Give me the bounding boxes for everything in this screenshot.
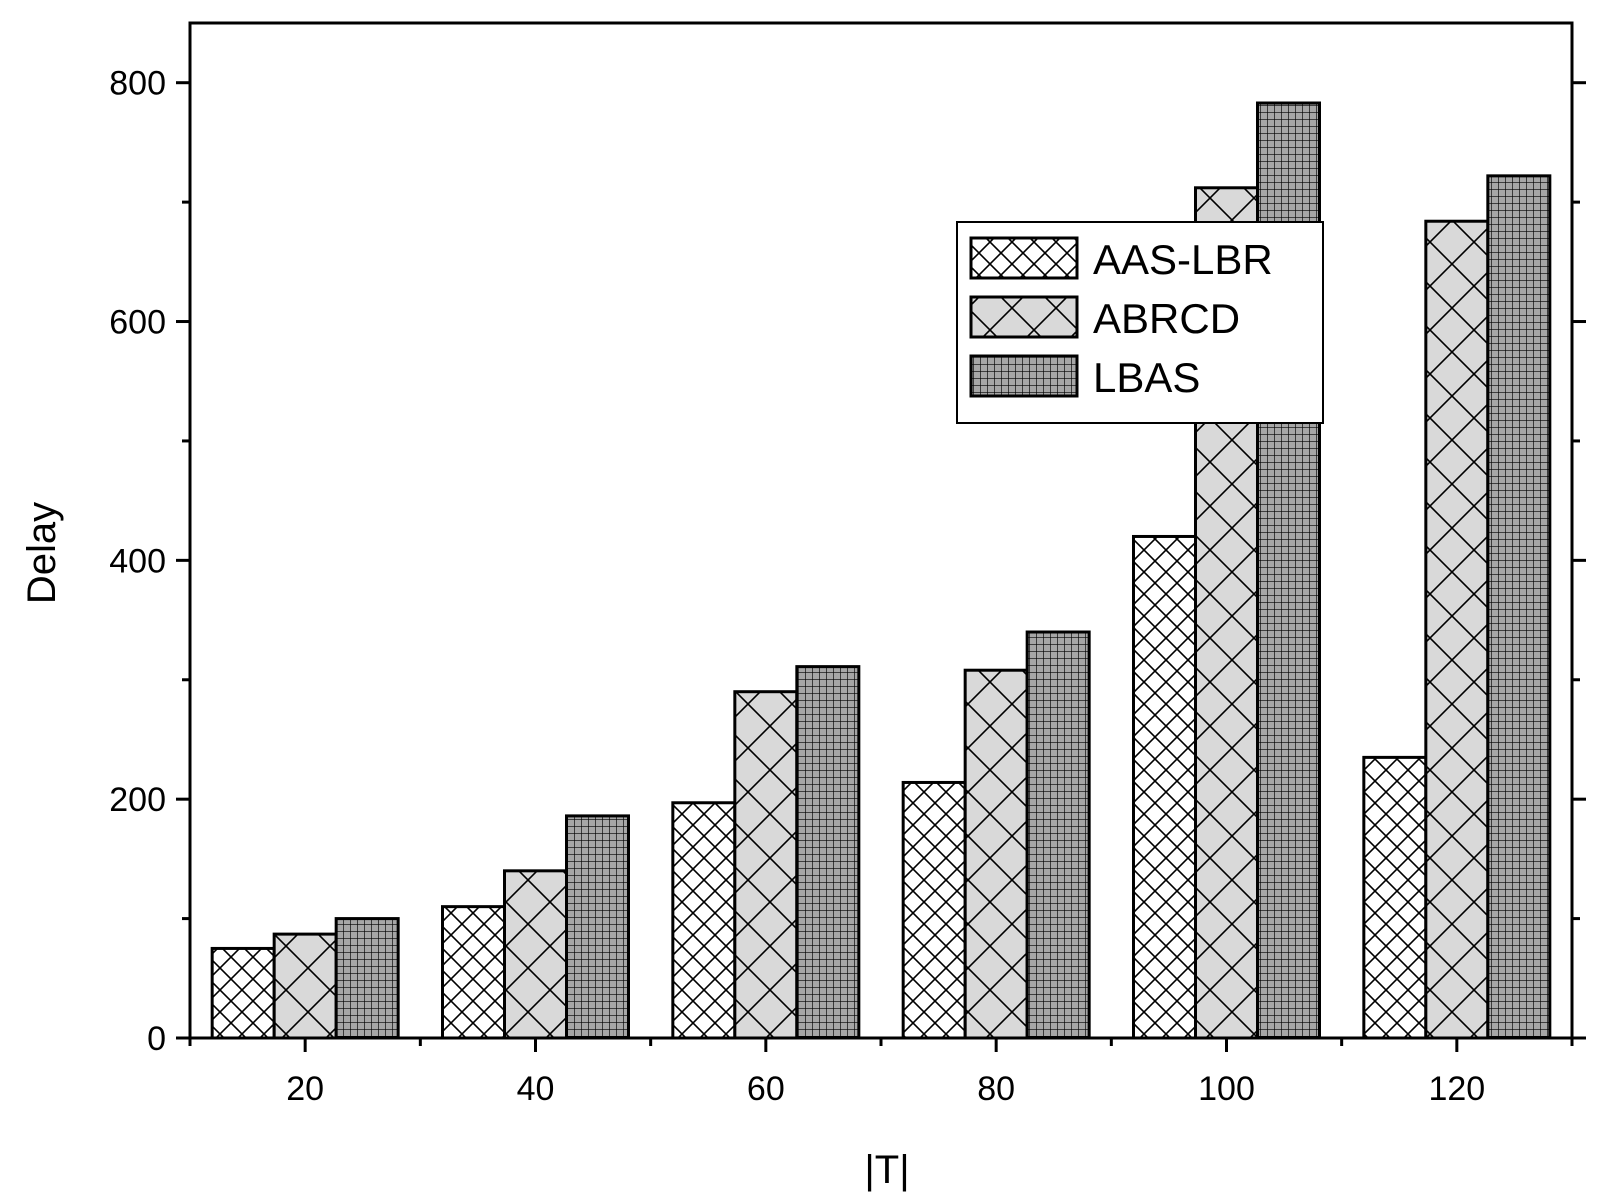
y-tick-label: 200 (109, 781, 166, 819)
bar-aas-lbr-60 (671, 801, 737, 1040)
bar-lbas-60 (795, 665, 861, 1040)
bars-layer (210, 101, 1552, 1040)
bar-lbas-80 (1025, 630, 1091, 1040)
bar-abrcd-40 (503, 869, 568, 1040)
legend-swatch-abrcd (969, 295, 1079, 339)
y-tick-label: 600 (109, 304, 166, 342)
bar-abrcd-120 (1424, 219, 1490, 1040)
legend-label: AAS-LBR (1093, 236, 1273, 283)
bar-aas-lbr-20 (210, 946, 276, 1040)
x-tick-label: 60 (747, 1070, 785, 1108)
bar-lbas-20 (334, 917, 400, 1040)
x-tick-label: 100 (1198, 1070, 1255, 1108)
x-tick-label: 80 (977, 1070, 1015, 1108)
bar-lbas-40 (565, 814, 630, 1040)
x-tick-label: 120 (1428, 1070, 1485, 1108)
bar-aas-lbr-40 (441, 905, 506, 1040)
bar-abrcd-60 (733, 690, 799, 1040)
legend-swatch-lbas (969, 354, 1079, 398)
y-tick-label: 0 (147, 1020, 166, 1058)
bar-abrcd-20 (272, 932, 338, 1040)
bar-lbas-120 (1486, 174, 1552, 1040)
x-tick-label: 40 (517, 1070, 555, 1108)
bar-aas-lbr-120 (1362, 755, 1428, 1040)
bar-abrcd-80 (963, 668, 1029, 1040)
x-tick-label: 20 (286, 1070, 324, 1108)
bar-aas-lbr-80 (901, 780, 967, 1040)
legend: AAS-LBR ABRCD LBAS (956, 221, 1324, 424)
y-tick-label: 800 (109, 65, 166, 103)
legend-label: ABRCD (1093, 295, 1240, 342)
bar-aas-lbr-100 (1132, 534, 1197, 1040)
y-tick-label: 400 (109, 542, 166, 580)
legend-swatch-aas-lbr (969, 236, 1079, 280)
legend-label: LBAS (1093, 354, 1200, 401)
x-axis-title: |T| (864, 1148, 909, 1192)
y-axis-title: Delay (20, 502, 64, 604)
axes-layer: 0 200 400 600 800 20 40 60 80 100 120 (109, 21, 1586, 1108)
